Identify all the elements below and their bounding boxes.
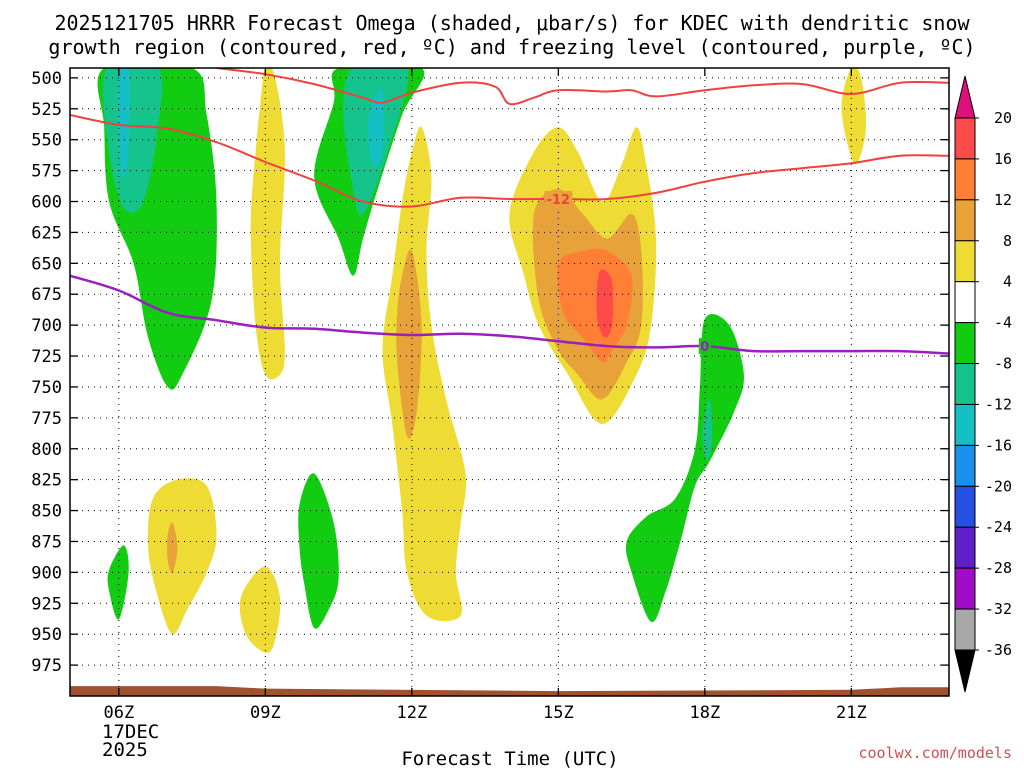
- y-tick-label-875: 875: [31, 532, 62, 552]
- colorbar-label--4: -4: [994, 314, 1012, 332]
- date-label-year: 2025: [102, 739, 148, 761]
- colorbar-segment-2: [954, 199, 976, 242]
- colorbar-segment-1: [954, 158, 976, 201]
- colorbar-label--20: -20: [985, 477, 1012, 495]
- chart-title-line-2: growth region (contoured, red, ºC) and f…: [48, 35, 975, 59]
- date-label-day: 17DEC: [102, 721, 159, 743]
- y-tick-label-925: 925: [31, 594, 62, 614]
- y-tick-label-775: 775: [31, 409, 62, 429]
- freezing-label-bg: [698, 338, 711, 355]
- colorbar-label-12: 12: [994, 191, 1012, 209]
- colorbar-segment-10: [954, 526, 976, 569]
- omega-region-8: [625, 313, 744, 623]
- x-tick-label-21Z: 21Z: [836, 703, 867, 723]
- omega-region-5: [367, 87, 384, 166]
- omega-region-17: [147, 478, 217, 635]
- y-tick-label-750: 750: [31, 378, 62, 398]
- colorbar-label--32: -32: [985, 600, 1012, 618]
- dgz-contour-0: [70, 114, 949, 208]
- colorbar-segment-9: [954, 485, 976, 528]
- y-tick-label-825: 825: [31, 471, 62, 491]
- colorbar-label--28: -28: [985, 559, 1012, 577]
- y-tick-label-975: 975: [31, 656, 62, 676]
- omega-region-18: [167, 522, 178, 573]
- omega-region-9: [702, 398, 713, 462]
- colorbar-label-16: 16: [994, 150, 1012, 168]
- y-tick-label-800: 800: [31, 440, 62, 460]
- colorbar-label-4: 4: [1003, 273, 1012, 291]
- colorbar-segment-3: [954, 240, 976, 283]
- colorbar-bottom-arrow: [954, 649, 976, 693]
- colorbar-segment-11: [954, 567, 976, 610]
- colorbar-label--12: -12: [985, 395, 1012, 413]
- colorbar-segment-4: [954, 281, 976, 324]
- x-tick-label-06Z: 06Z: [103, 703, 134, 723]
- y-tick-label-850: 850: [31, 502, 62, 522]
- omega-region-19: [239, 566, 281, 653]
- omega-region-12: [396, 249, 422, 439]
- contour-layer: -12 0: [70, 68, 949, 355]
- colorbar-label-20: 20: [994, 109, 1012, 127]
- colorbar-segment-0: [954, 117, 976, 160]
- omega-region-11: [382, 126, 467, 622]
- colorbar-segment-12: [954, 608, 976, 651]
- grid: [70, 68, 949, 696]
- omega-region-6: [107, 545, 129, 620]
- y-tick-label-700: 700: [31, 316, 62, 336]
- x-tick-label-15Z: 15Z: [543, 703, 574, 723]
- x-axis: 06Z 09Z 12Z 15Z 18Z 21Z: [103, 68, 867, 723]
- x-tick-label-09Z: 09Z: [250, 703, 281, 723]
- dgz-label-bg-0: [544, 191, 573, 208]
- x-tick-label-12Z: 12Z: [396, 703, 427, 723]
- colorbar-segment-7: [954, 403, 976, 446]
- omega-region-7: [298, 473, 339, 629]
- freezing-level-contour: [70, 274, 949, 355]
- omega-region-2: [117, 68, 130, 177]
- y-tick-label-500: 500: [31, 69, 62, 89]
- y-tick-label-550: 550: [31, 131, 62, 151]
- omega-region-10: [250, 68, 285, 380]
- y-tick-label-650: 650: [31, 254, 62, 274]
- y-tick-label-675: 675: [31, 285, 62, 305]
- colorbar-label--36: -36: [985, 641, 1012, 659]
- colorbar-label--16: -16: [985, 436, 1012, 454]
- y-tick-label-900: 900: [31, 563, 62, 583]
- omega-region-1: [103, 68, 163, 213]
- x-tick-label-18Z: 18Z: [689, 703, 720, 723]
- chart-title-line-1: 2025121705 HRRR Forecast Omega (shaded, …: [54, 11, 970, 35]
- y-tick-label-600: 600: [31, 193, 62, 213]
- y-axis: 500 525 550 575 600 625 650 675 700 725 750 775 800 8…: [31, 69, 949, 676]
- y-tick-label-625: 625: [31, 223, 62, 243]
- colorbar-label-8: 8: [1003, 232, 1012, 250]
- colorbar-segment-5: [954, 322, 976, 365]
- terrain-layer: [70, 686, 949, 696]
- colorbar-label--24: -24: [985, 518, 1012, 536]
- dgz-contour-1: [216, 68, 949, 106]
- colorbar-segment-8: [954, 444, 976, 487]
- omega-region-15: [557, 248, 633, 363]
- freezing-level-label: 0: [700, 340, 709, 355]
- x-axis-label: Forecast Time (UTC): [401, 748, 618, 768]
- y-tick-label-950: 950: [31, 625, 62, 645]
- dgz-label-0: -12: [547, 193, 571, 208]
- y-tick-label-725: 725: [31, 347, 62, 367]
- watermark: coolwx.com/models: [858, 744, 1012, 762]
- y-tick-label-575: 575: [31, 162, 62, 182]
- omega-region-16: [596, 269, 614, 338]
- terrain: [70, 686, 949, 696]
- y-tick-label-525: 525: [31, 100, 62, 120]
- plot-frame: [69, 67, 950, 697]
- colorbar: 20 16 12 8 4 -4 -8 -12 -16 -20 -24 -28 -32 -36: [954, 75, 1012, 693]
- omega-shading: [97, 68, 867, 653]
- colorbar-label--8: -8: [994, 355, 1012, 373]
- colorbar-segment-6: [954, 363, 976, 405]
